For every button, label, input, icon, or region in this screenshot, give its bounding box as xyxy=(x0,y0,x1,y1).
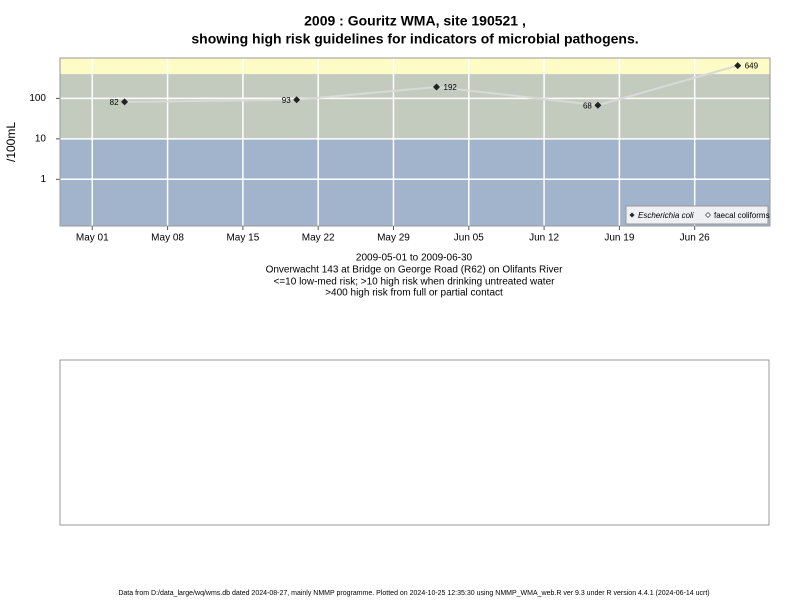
x-tick-label: May 29 xyxy=(377,233,410,244)
x-tick-label: Jun 19 xyxy=(604,233,634,244)
note: <=10 low-med risk; >10 high risk when dr… xyxy=(274,277,556,288)
chart-subtitle: showing high risk guidelines for indicat… xyxy=(191,31,638,47)
risk-band xyxy=(60,58,770,75)
empty-panel xyxy=(59,359,770,526)
y-tick-label: 100 xyxy=(29,93,46,104)
data-label: 68 xyxy=(583,101,592,110)
legend-label: Escherichia coli xyxy=(638,211,694,220)
legend-marker xyxy=(629,212,635,218)
legend-label: faecal coliforms xyxy=(714,211,770,220)
x-tick-label: May 08 xyxy=(151,233,184,244)
data-label: 82 xyxy=(110,98,119,107)
footer: Data from D:/data_large/wq/wms.db dated … xyxy=(118,590,709,597)
data-point xyxy=(121,98,129,106)
legend-box xyxy=(625,205,769,225)
x-axis-label: 2009-05-01 to 2009-06-30 xyxy=(356,253,473,264)
x-tick-label: Jun 26 xyxy=(680,233,710,244)
data-point xyxy=(594,101,602,109)
x-tick-label: May 15 xyxy=(226,233,259,244)
x-tick-label: Jun 05 xyxy=(454,233,484,244)
risk-band xyxy=(60,74,770,139)
data-point xyxy=(293,96,301,104)
y-tick-label: 10 xyxy=(35,134,47,145)
legend-marker xyxy=(705,212,711,218)
plot-frame xyxy=(59,57,771,227)
x-tick-label: May 22 xyxy=(302,233,335,244)
data-label: 93 xyxy=(282,96,291,105)
x-tick-label: May 01 xyxy=(76,233,109,244)
note: >400 high risk from full or partial cont… xyxy=(325,288,503,299)
data-label: 649 xyxy=(745,62,759,71)
x-tick-label: Jun 12 xyxy=(529,233,559,244)
data-point xyxy=(734,62,742,70)
chart-title: 2009 : Gouritz WMA, site 190521 , xyxy=(304,13,526,29)
data-label: 192 xyxy=(444,83,458,92)
note: Onverwacht 143 at Bridge on George Road … xyxy=(266,265,563,276)
y-tick-label: 1 xyxy=(40,174,46,185)
data-point xyxy=(433,83,441,91)
y-axis-label: /100mL xyxy=(4,122,18,162)
